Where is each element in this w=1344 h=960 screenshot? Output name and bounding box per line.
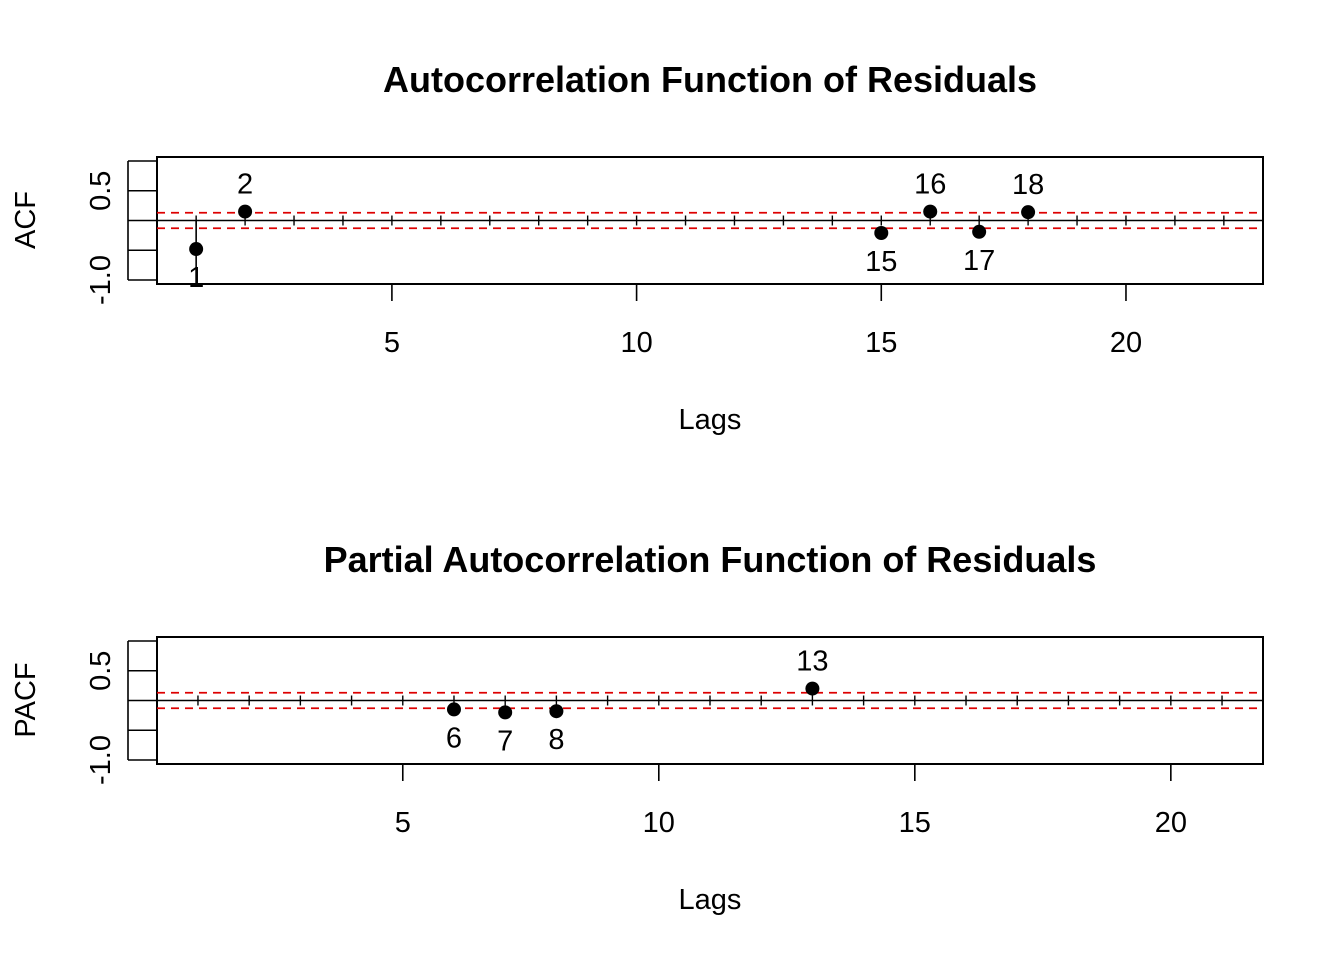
acf-point — [874, 225, 889, 240]
pacf-y-tick-label: 0.5 — [85, 651, 117, 691]
pacf-point — [498, 705, 513, 720]
pacf-point-label: 13 — [796, 646, 828, 678]
pacf-panel: Partial Autocorrelation Function of Resi… — [10, 539, 1264, 916]
acf-point-label: 18 — [1012, 169, 1044, 201]
acf-point — [972, 224, 987, 239]
pacf-x-tick-label: 20 — [1155, 807, 1187, 839]
acf-x-tick-label: 20 — [1110, 327, 1142, 359]
acf-panel: Autocorrelation Function of Residuals La… — [10, 59, 1264, 436]
acf-x-tick-label: 10 — [620, 327, 652, 359]
acf-x-tick-label: 5 — [384, 327, 400, 359]
pacf-point-label: 6 — [446, 722, 462, 754]
pacf-y-axis-label: PACF — [10, 662, 42, 737]
acf-point — [923, 204, 938, 219]
acf-point-label: 16 — [914, 169, 946, 201]
acf-point-label: 1 — [188, 262, 204, 294]
acf-x-axis-label: Lags — [679, 404, 742, 436]
pacf-point — [446, 702, 461, 717]
pacf-x-axis-label: Lags — [679, 884, 742, 916]
pacf-title: Partial Autocorrelation Function of Resi… — [324, 539, 1097, 580]
acf-y-axis-label: ACF — [10, 191, 42, 249]
acf-point-label: 2 — [237, 169, 253, 201]
acf-y-tick-label: -1.0 — [85, 255, 117, 305]
pacf-point-label: 8 — [548, 724, 564, 756]
acf-point — [189, 242, 204, 257]
pacf-x-tick-label: 15 — [899, 807, 931, 839]
pacf-point-label: 7 — [497, 725, 513, 757]
pacf-point — [549, 704, 564, 719]
pacf-y-tick-label: -1.0 — [85, 735, 117, 785]
acf-x-tick-label: 15 — [865, 327, 897, 359]
acf-point — [1021, 205, 1036, 220]
acf-point-label: 17 — [963, 245, 995, 277]
acf-point-label: 15 — [865, 246, 897, 278]
pacf-x-tick-label: 10 — [643, 807, 675, 839]
pacf-point — [805, 681, 820, 696]
pacf-x-tick-label: 5 — [395, 807, 411, 839]
acf-title: Autocorrelation Function of Residuals — [383, 59, 1037, 100]
acf-y-tick-label: 0.5 — [85, 171, 117, 211]
acf-point — [238, 204, 253, 219]
